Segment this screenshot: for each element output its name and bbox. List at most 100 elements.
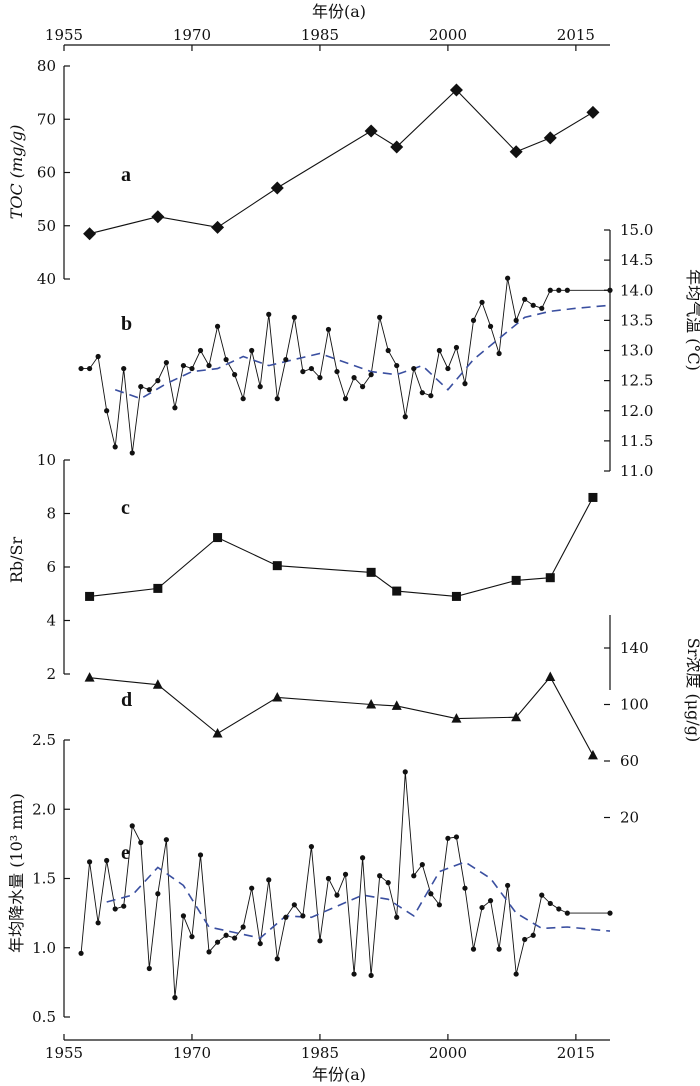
temperature-data-point — [95, 353, 101, 360]
temperature-data-point — [547, 287, 553, 293]
temperature-data-point — [385, 347, 391, 354]
precipitation-data-point — [411, 873, 417, 879]
precipitation-data-point — [86, 859, 93, 865]
temperature-data-point — [470, 317, 477, 323]
precipitation-data-point — [428, 891, 434, 897]
rbsr-data-point — [588, 492, 598, 502]
precipitation-data-point — [274, 956, 280, 962]
temperature-data-point — [214, 323, 221, 329]
top-x-tick-label: 1955 — [45, 26, 83, 44]
precipitation-data-point — [377, 873, 383, 879]
temperature-data-point — [539, 305, 545, 311]
precipitation-data-point — [104, 857, 110, 864]
toc-y-tick-label: 70 — [37, 110, 56, 128]
precipitation-data-point — [78, 950, 84, 956]
temperature-data-point — [445, 365, 451, 372]
precipitation-data-point — [317, 938, 323, 944]
top-x-tick-label: 1970 — [173, 26, 211, 44]
top-x-tick-label: 2015 — [557, 26, 595, 44]
temperature-data-point — [419, 390, 425, 396]
data-markers — [78, 83, 613, 1001]
temperature-data-point — [300, 368, 306, 375]
temperature-data-point — [334, 368, 340, 375]
sr-data-point — [451, 713, 462, 723]
temperature-data-point — [530, 302, 536, 308]
temperature-data-point — [411, 365, 417, 372]
precipitation-data-point — [462, 885, 468, 891]
temperature-data-point — [428, 393, 434, 399]
precipitation-data-point — [419, 862, 425, 868]
toc-data-point — [390, 140, 404, 154]
toc-y-tick-label: 50 — [37, 217, 56, 235]
precipitation-y-tick-label: 0.5 — [32, 1008, 56, 1026]
bottom-x-tick-label: 1955 — [45, 1044, 83, 1062]
temperature-data-point — [146, 387, 152, 393]
toc-data-point — [83, 227, 97, 241]
precipitation-data-point — [402, 769, 408, 775]
precipitation-data-point — [556, 906, 562, 912]
sr-y-tick-label: 60 — [620, 752, 639, 770]
temperature-data-point — [86, 365, 93, 372]
temperature-data-point — [377, 314, 383, 320]
precipitation-data-point — [564, 910, 570, 916]
rbsr-y-tick-label: 6 — [46, 558, 56, 576]
temperature-y-tick-label: 15.0 — [620, 221, 653, 239]
sr-data-point — [212, 727, 223, 738]
precipitation-data-point — [522, 936, 528, 943]
toc-y-tick-label: 60 — [37, 164, 56, 182]
rbsr-data-point — [213, 533, 223, 543]
top-x-tick-label: 1985 — [301, 26, 339, 44]
toc-data-point — [509, 145, 523, 159]
chart-text: 年份(a) 年份(a) TOC (mg/g) 年均气温 (°C) Rb/Sr S… — [7, 2, 700, 1084]
temperature-data-point — [342, 396, 349, 402]
temperature-data-point — [564, 287, 570, 293]
temperature-y-tick-label: 11.0 — [620, 462, 653, 480]
rbsr-data-point — [545, 573, 555, 583]
temperature-y-tick-label: 12.0 — [620, 402, 653, 420]
temperature-data-point — [368, 372, 374, 378]
temperature-data-point — [257, 384, 263, 390]
rbsr-y-tick-label: 4 — [46, 612, 56, 630]
rbsr-y-tick-label: 8 — [46, 505, 56, 523]
sr-data-point — [587, 749, 598, 760]
axes-frame — [63, 44, 611, 1041]
rbsr-series-line — [89, 497, 594, 597]
precipitation-data-point — [453, 834, 460, 840]
precipitation-data-point — [394, 914, 400, 920]
temperature-data-point — [522, 296, 528, 302]
toc-y-tick-label: 40 — [37, 270, 56, 288]
panel-label-c: c — [121, 497, 130, 519]
toc-data-point — [364, 124, 378, 138]
precipitation-data-point — [513, 971, 519, 977]
temperature-data-point — [436, 347, 442, 354]
precipitation-trend-line — [106, 861, 611, 939]
rbsr-data-point — [366, 567, 376, 577]
precipitation-data-point — [479, 904, 485, 911]
sr-data-point — [152, 679, 163, 689]
precipitation-data-point — [547, 900, 553, 907]
panel-label-d: d — [121, 689, 132, 711]
precipitation-data-point — [180, 913, 187, 919]
precipitation-data-point — [129, 823, 135, 829]
sr-y-tick-label: 20 — [620, 809, 639, 827]
precipitation-data-point — [138, 839, 144, 846]
precipitation-y-tick-label: 1.0 — [32, 939, 56, 957]
temperature-y-tick-label: 14.5 — [620, 251, 653, 269]
temperature-data-point — [104, 408, 110, 414]
precipitation-data-point — [300, 913, 306, 919]
precipitation-data-point — [334, 892, 340, 898]
precipitation-data-point — [470, 946, 477, 952]
series-lines — [80, 89, 611, 998]
precipitation-data-point — [206, 949, 212, 955]
temperature-data-point — [513, 317, 519, 323]
temperature-data-point — [274, 396, 280, 402]
top-x-axis-label: 年份(a) — [312, 2, 366, 21]
temperature-data-point — [163, 359, 169, 366]
bottom-x-axis-label: 年份(a) — [312, 1065, 366, 1084]
precipitation-data-point — [155, 891, 161, 897]
precipitation-data-point — [505, 882, 511, 889]
precipitation-data-point — [351, 971, 357, 977]
precipitation-data-point — [223, 932, 229, 938]
temperature-annual-line — [81, 278, 610, 453]
precipitation-data-point — [163, 837, 169, 843]
